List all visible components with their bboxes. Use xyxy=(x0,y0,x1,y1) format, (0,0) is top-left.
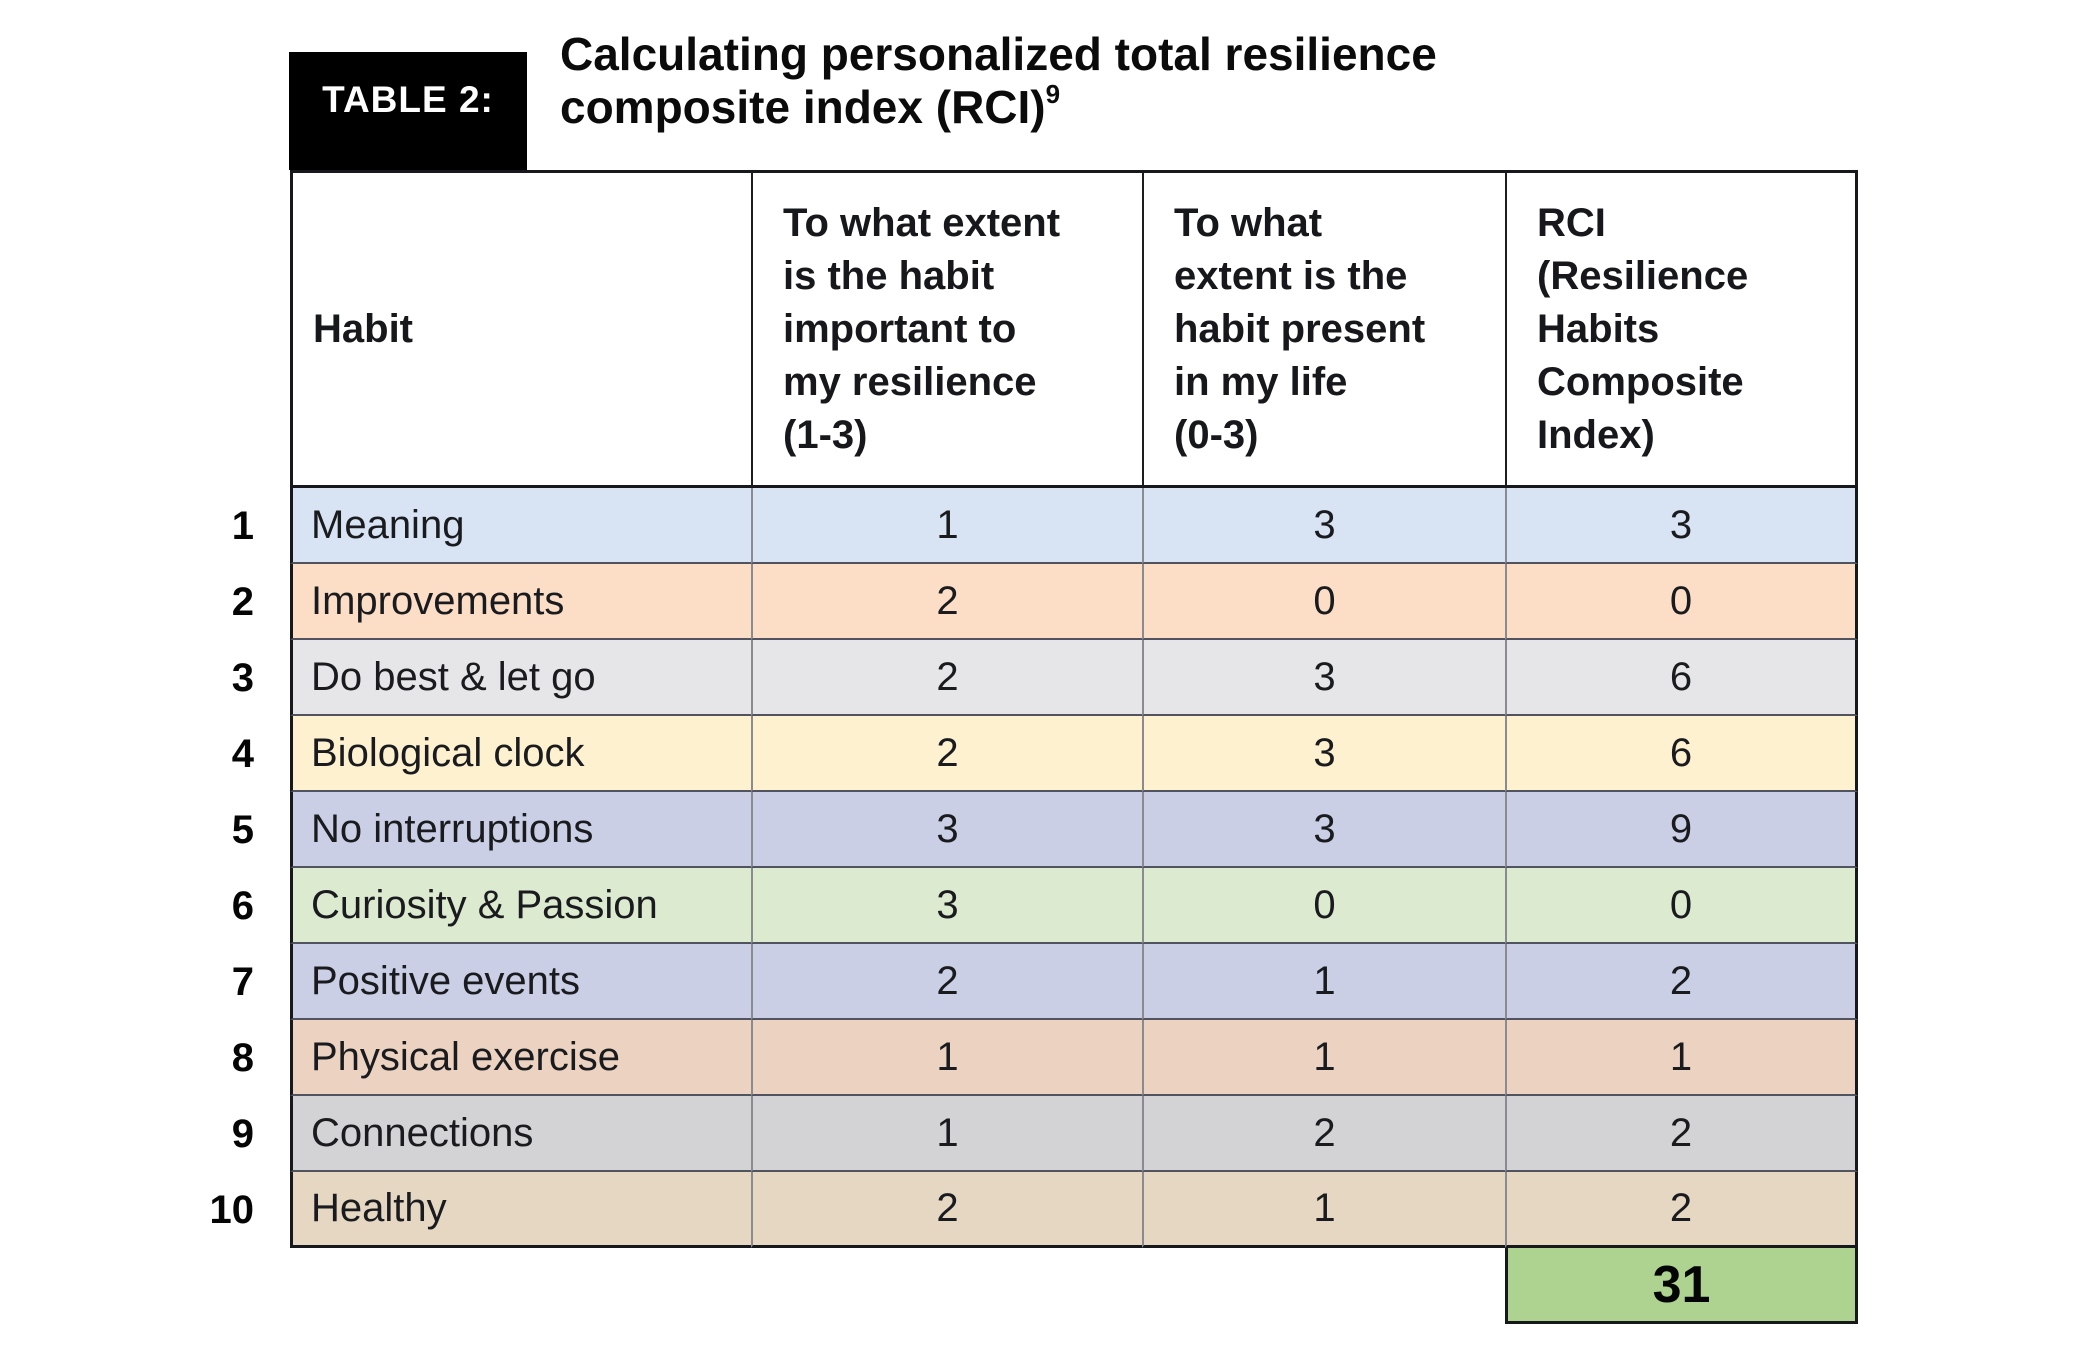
column-header-importance: To what extent is the habit important to… xyxy=(751,170,1142,488)
row-number: 3 xyxy=(231,655,254,700)
habit-cell: Connections xyxy=(290,1096,751,1172)
habit-cell: Physical exercise xyxy=(290,1020,751,1096)
rci-total-cell: 31 xyxy=(1505,1248,1858,1324)
row-number: 6 xyxy=(231,883,254,928)
presence-value-cell: 3 xyxy=(1142,716,1505,792)
row-number: 7 xyxy=(231,959,254,1004)
habit-cell: Biological clock xyxy=(290,716,751,792)
importance-value-cell: 1 xyxy=(751,1020,1142,1096)
column-header-habit: Habit xyxy=(290,170,751,488)
page-title-line1: Calculating personalized total resilienc… xyxy=(560,28,1437,80)
presence-value-cell: 3 xyxy=(1142,640,1505,716)
presence-value-cell: 3 xyxy=(1142,792,1505,868)
habit-cell: Healthy xyxy=(290,1172,751,1248)
rci-value-cell: 2 xyxy=(1505,944,1858,1020)
total-row-empty-importance xyxy=(751,1248,1142,1324)
rci-value-cell: 3 xyxy=(1505,488,1858,564)
importance-value-cell: 2 xyxy=(751,1172,1142,1248)
habit-cell: No interruptions xyxy=(290,792,751,868)
row-number: 8 xyxy=(231,1035,254,1080)
column-header-rci: RCI (Resilience Habits Composite Index) xyxy=(1505,170,1858,488)
total-row-empty-habit xyxy=(290,1248,751,1324)
rci-value-cell: 0 xyxy=(1505,564,1858,640)
presence-value-cell: 2 xyxy=(1142,1096,1505,1172)
rci-value-cell: 9 xyxy=(1505,792,1858,868)
header-gutter-spacer xyxy=(150,170,290,488)
rci-value-cell: 0 xyxy=(1505,868,1858,944)
importance-value-cell: 3 xyxy=(751,868,1142,944)
habit-cell: Do best & let go xyxy=(290,640,751,716)
presence-value-cell: 0 xyxy=(1142,564,1505,640)
rci-table: Habit To what extent is the habit import… xyxy=(150,170,1858,1324)
page-title: Calculating personalized total resilienc… xyxy=(560,28,1437,134)
row-number: 5 xyxy=(231,807,254,852)
habit-cell: Meaning xyxy=(290,488,751,564)
presence-value-cell: 1 xyxy=(1142,1172,1505,1248)
rci-value-cell: 2 xyxy=(1505,1172,1858,1248)
page-title-line2: composite index (RCI) xyxy=(560,81,1046,133)
presence-value-cell: 1 xyxy=(1142,1020,1505,1096)
importance-value-cell: 2 xyxy=(751,640,1142,716)
importance-value-cell: 1 xyxy=(751,1096,1142,1172)
presence-value-cell: 1 xyxy=(1142,944,1505,1020)
column-header-presence: To what extent is the habit present in m… xyxy=(1142,170,1505,488)
row-number: 2 xyxy=(231,579,254,624)
row-number: 1 xyxy=(231,503,254,548)
habit-cell: Improvements xyxy=(290,564,751,640)
importance-value-cell: 1 xyxy=(751,488,1142,564)
row-number: 9 xyxy=(231,1111,254,1156)
presence-value-cell: 0 xyxy=(1142,868,1505,944)
total-row-spacer xyxy=(150,1248,290,1324)
footnote-marker: 9 xyxy=(1045,79,1061,109)
habit-cell: Positive events xyxy=(290,944,751,1020)
importance-value-cell: 2 xyxy=(751,716,1142,792)
row-number: 4 xyxy=(231,731,254,776)
rci-value-cell: 1 xyxy=(1505,1020,1858,1096)
importance-value-cell: 3 xyxy=(751,792,1142,868)
table-label-box: TABLE 2: xyxy=(289,52,527,170)
rci-value-cell: 2 xyxy=(1505,1096,1858,1172)
row-number: 10 xyxy=(209,1187,255,1232)
importance-value-cell: 2 xyxy=(751,564,1142,640)
importance-value-cell: 2 xyxy=(751,944,1142,1020)
presence-value-cell: 3 xyxy=(1142,488,1505,564)
total-row-empty-presence xyxy=(1142,1248,1505,1324)
table-label: TABLE 2: xyxy=(322,79,494,120)
rci-value-cell: 6 xyxy=(1505,640,1858,716)
habit-cell: Curiosity & Passion xyxy=(290,868,751,944)
rci-value-cell: 6 xyxy=(1505,716,1858,792)
